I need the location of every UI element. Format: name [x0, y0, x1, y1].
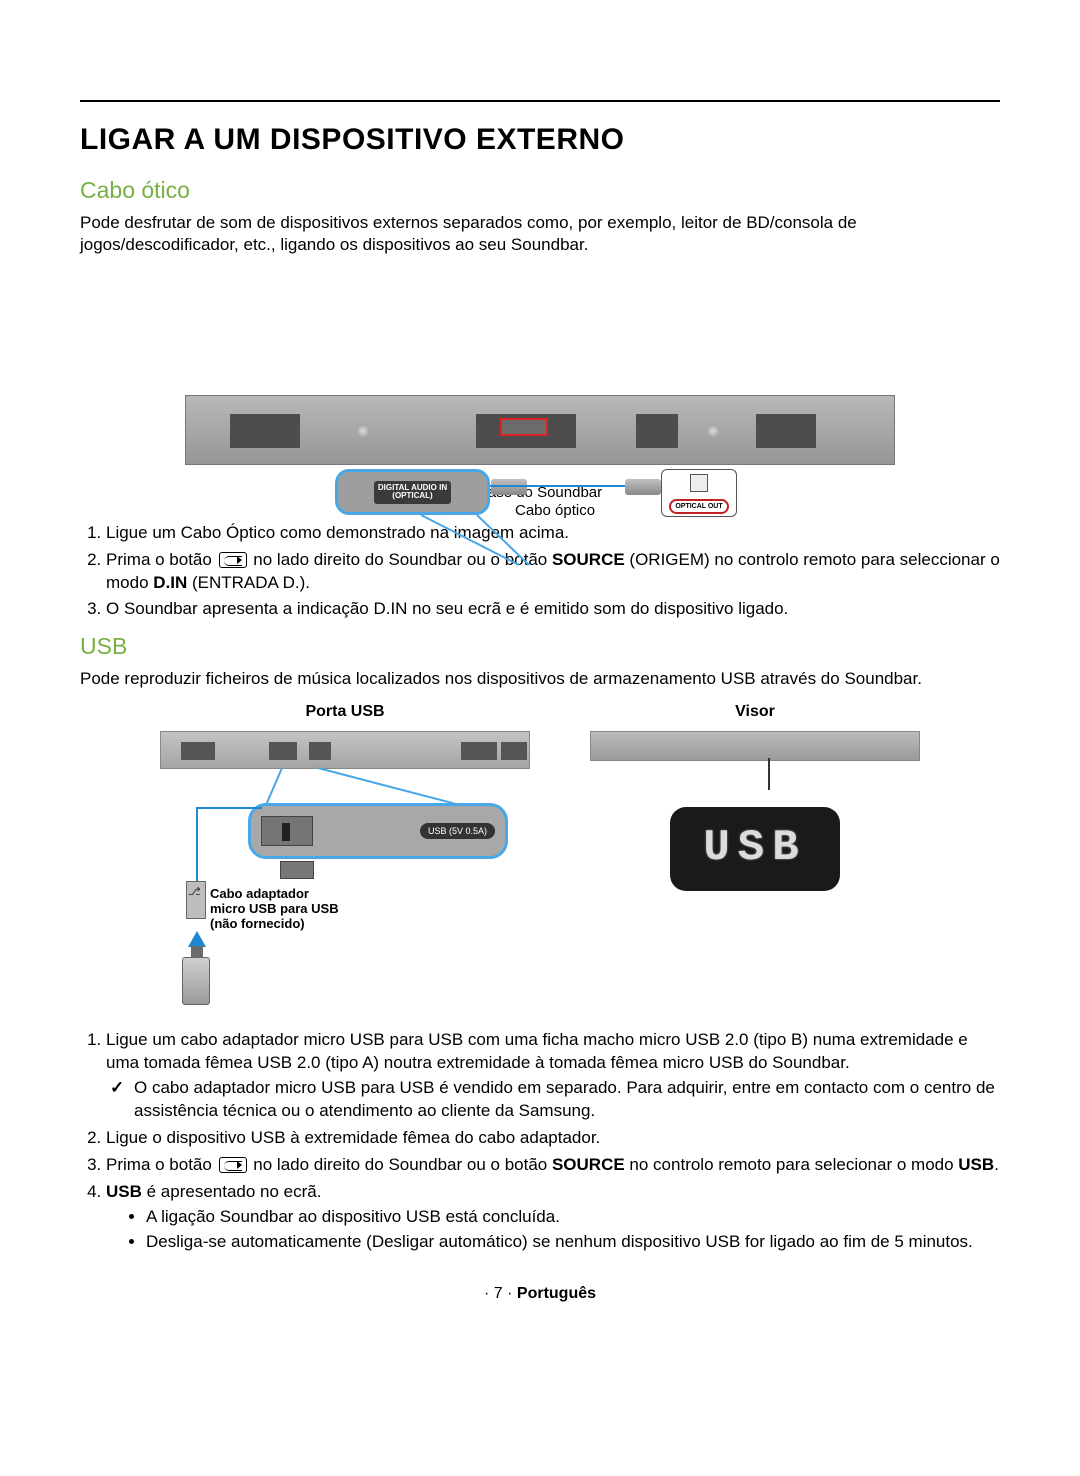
section-heading-optical: Cabo ótico	[80, 175, 1000, 206]
usb-step-4: USB é apresentado no ecrã. A ligação Sou…	[106, 1181, 1000, 1254]
usb-port-callout: USB (5V 0.5A)	[248, 803, 508, 859]
optical-step-3: O Soundbar apresenta a indicação D.IN no…	[106, 598, 1000, 621]
optical-out-port-icon	[690, 474, 708, 492]
usb-step-3: Prima o botão no lado direito do Soundba…	[106, 1154, 1000, 1177]
soundbar-front-strip	[590, 731, 920, 761]
usb-spec-pill: USB (5V 0.5A)	[420, 823, 495, 839]
optical-out-label: OPTICAL OUT	[669, 499, 728, 514]
usb-step-1: Ligue um cabo adaptador micro USB para U…	[106, 1029, 1000, 1123]
insert-arrow-icon	[188, 931, 206, 947]
source-icon	[219, 1157, 247, 1173]
usb-step-4-bullet-1: A ligação Soundbar ao dispositivo USB es…	[146, 1206, 1000, 1229]
source-icon	[219, 552, 247, 568]
usb-trident-icon: ⎇	[188, 885, 201, 900]
page-footer: · 7 · Português	[80, 1283, 1000, 1305]
usb-wire-h	[196, 807, 262, 809]
optical-plug-left-icon	[491, 479, 527, 495]
section-heading-usb: USB	[80, 631, 1000, 662]
usb-step-1-note: O cabo adaptador micro USB para USB é ve…	[134, 1077, 1000, 1123]
usb-step-2: Ligue o dispositivo USB à extremidade fê…	[106, 1127, 1000, 1150]
optical-in-badge: DIGITAL AUDIO IN (OPTICAL)	[374, 481, 451, 504]
optical-intro: Pode desfrutar de som de dispositivos ex…	[80, 212, 1000, 258]
usb-step-4-bullet-2: Desliga-se automaticamente (Desligar aut…	[146, 1231, 1000, 1254]
page-title: LIGAR A UM DISPOSITIVO EXTERNO	[80, 120, 1000, 161]
micro-usb-plug-icon	[280, 861, 314, 879]
usb-steps: Ligue um cabo adaptador micro USB para U…	[80, 1029, 1000, 1253]
soundbar-base	[185, 395, 895, 465]
soundbar-display: USB	[670, 807, 840, 891]
optical-plug-right-icon	[625, 479, 661, 495]
usb-drive-icon	[182, 957, 210, 1005]
usb-adapter-label: Cabo adaptador micro USB para USB (não f…	[210, 887, 339, 932]
usb-diagram-left: USB (5V 0.5A) ⎇ Cabo adaptador micro USB…	[160, 731, 530, 1011]
usb-diagram: Porta USB USB (5V 0.5A) ⎇ Cabo adaptad	[80, 701, 1000, 1011]
usb-port-title: Porta USB	[160, 701, 530, 723]
usb-diagram-right: USB	[590, 731, 920, 931]
optical-in-callout: DIGITAL AUDIO IN (OPTICAL)	[335, 469, 490, 515]
usb-intro: Pode reproduzir ficheiros de música loca…	[80, 668, 1000, 691]
optical-out-box: OPTICAL OUT	[661, 469, 737, 517]
micro-usb-port-icon	[261, 816, 313, 846]
display-text: USB	[703, 819, 806, 878]
visor-title: Visor	[590, 701, 920, 723]
top-rule	[80, 100, 1000, 102]
optical-diagram: Dispositivo externo DIGITAL AUDIO IN (OP…	[185, 395, 895, 503]
usb-wire-v	[196, 807, 198, 885]
soundbar-optical-port-highlight	[500, 418, 548, 436]
